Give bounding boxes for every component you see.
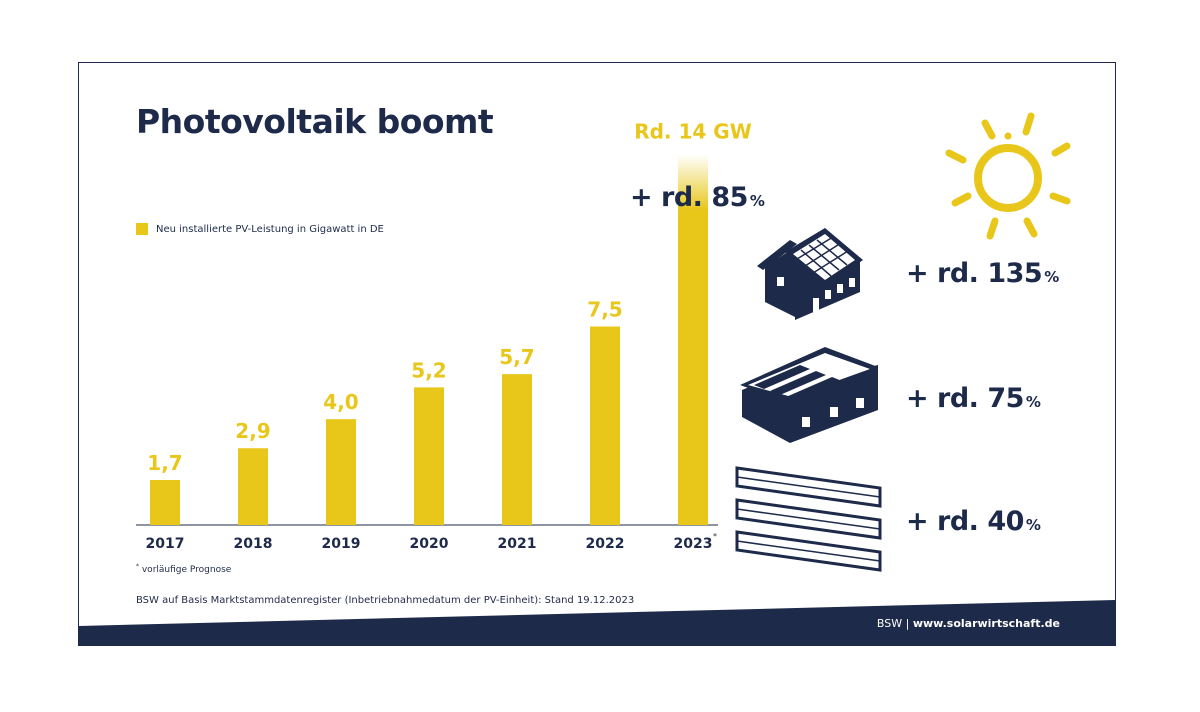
growth-residential-unit: %: [1044, 268, 1059, 286]
growth-ground-label: + rd. 40%: [906, 506, 1041, 537]
growth-ground-value: + rd. 40: [906, 506, 1024, 537]
bar-value-label-2017: 1,7: [147, 451, 182, 475]
bar-2020: [414, 387, 444, 525]
footnote-mark: *: [136, 563, 139, 570]
house-solar-icon: [757, 228, 863, 320]
commercial-roof-solar-icon: [740, 347, 878, 443]
source-note: BSW auf Basis Marktstammdatenregister (I…: [136, 595, 635, 606]
bar-value-label-2021: 5,7: [499, 345, 534, 369]
bar-value-label-2022: 7,5: [587, 298, 622, 322]
growth-total-label: + rd. 85%: [630, 182, 765, 213]
x-tick-label-2017: 2017: [146, 536, 185, 552]
footnote: * vorläufige Prognose: [136, 563, 231, 575]
x-tick-label-2021: 2021: [498, 536, 537, 552]
footnote-text: vorläufige Prognose: [139, 565, 232, 575]
x-tick-mark-2023: *: [713, 532, 717, 541]
footer-band: [79, 600, 1115, 646]
growth-commercial-unit: %: [1025, 393, 1041, 411]
chart-legend: Neu installierte PV-Leistung in Gigawatt…: [136, 223, 384, 235]
growth-residential-value: + rd. 135: [906, 258, 1043, 289]
x-tick-label-2018: 2018: [234, 536, 273, 552]
sun-icon: [945, 112, 1071, 240]
bar-2019: [326, 419, 356, 525]
bar-2022: [590, 326, 620, 525]
bar-value-label-2019: 4,0: [323, 390, 358, 414]
x-tick-label-2023: 2023: [674, 536, 713, 552]
ground-mounted-solar-icon: [735, 466, 882, 572]
footer-brand: BSW: [876, 617, 903, 630]
bar-value-label-2023: Rd. 14 GW: [634, 119, 752, 143]
footer-credit: BSW | www.solarwirtschaft.de: [877, 617, 1060, 630]
page-title: Photovoltaik boomt: [136, 102, 494, 141]
bar-value-label-2020: 5,2: [411, 358, 446, 382]
growth-total-value: + rd. 85: [630, 182, 748, 213]
footer-url[interactable]: www.solarwirtschaft.de: [912, 617, 1060, 630]
growth-residential-label: + rd. 135%: [906, 258, 1059, 289]
x-tick-label-2019: 2019: [322, 536, 361, 552]
x-tick-label-2020: 2020: [410, 536, 449, 552]
bar-2018: [238, 448, 268, 525]
footer-separator: |: [902, 617, 913, 630]
bar-2023: [678, 154, 708, 525]
growth-commercial-label: + rd. 75%: [906, 383, 1041, 414]
bar-2017: [150, 480, 180, 525]
growth-commercial-value: + rd. 75: [906, 383, 1024, 414]
bar-value-label-2018: 2,9: [235, 419, 270, 443]
x-tick-label-2022: 2022: [586, 536, 625, 552]
bar-2021: [502, 374, 532, 525]
growth-total-unit: %: [749, 192, 765, 210]
growth-ground-unit: %: [1025, 516, 1041, 534]
legend-swatch: [136, 223, 148, 235]
legend-label: Neu installierte PV-Leistung in Gigawatt…: [156, 223, 384, 235]
